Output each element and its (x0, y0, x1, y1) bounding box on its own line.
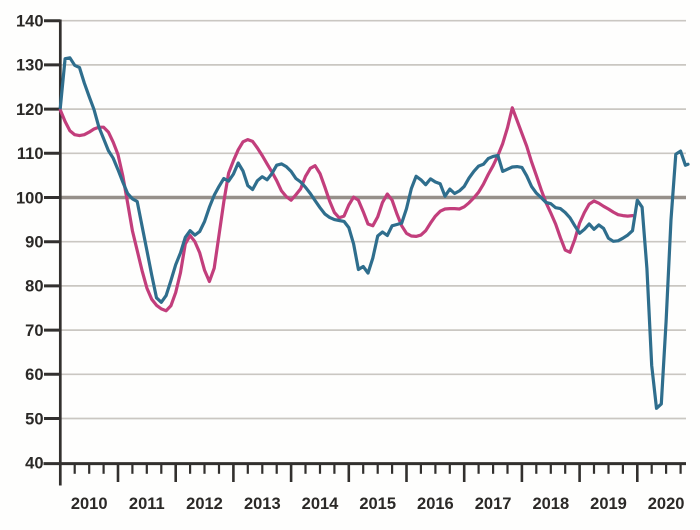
svg-text:2017: 2017 (475, 495, 512, 513)
svg-text:2013: 2013 (244, 495, 281, 513)
svg-text:50: 50 (25, 410, 43, 428)
svg-text:2018: 2018 (532, 495, 569, 513)
svg-text:2010: 2010 (71, 495, 108, 513)
svg-text:90: 90 (25, 234, 43, 252)
svg-text:60: 60 (25, 366, 43, 384)
svg-text:140: 140 (16, 13, 44, 31)
svg-text:2020: 2020 (648, 495, 685, 513)
svg-text:2012: 2012 (186, 495, 223, 513)
svg-text:130: 130 (16, 57, 44, 75)
svg-text:40: 40 (25, 455, 43, 473)
svg-text:2019: 2019 (590, 495, 627, 513)
svg-text:80: 80 (25, 278, 43, 296)
svg-text:2011: 2011 (129, 495, 165, 513)
svg-text:2015: 2015 (359, 495, 396, 513)
svg-text:2014: 2014 (302, 495, 340, 513)
svg-text:2016: 2016 (417, 495, 454, 513)
svg-text:120: 120 (16, 101, 44, 119)
svg-text:100: 100 (16, 189, 44, 207)
svg-text:110: 110 (17, 145, 44, 163)
svg-text:70: 70 (25, 322, 43, 340)
